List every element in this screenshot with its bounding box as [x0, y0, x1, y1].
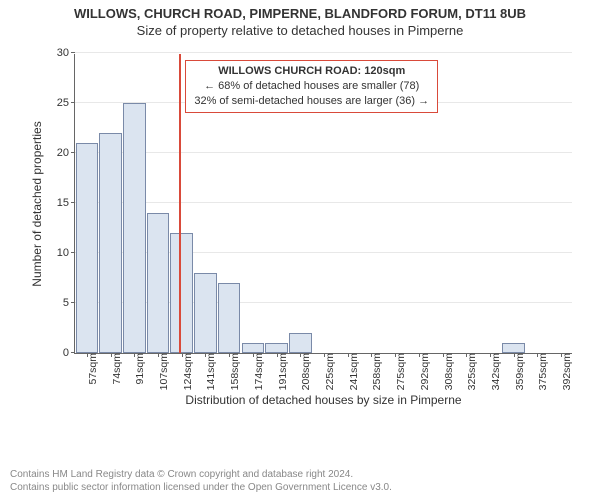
- footer-line-1: Contains HM Land Registry data © Crown c…: [10, 468, 392, 481]
- histogram-bar: [99, 133, 122, 353]
- x-tick-label: 174sqm: [251, 353, 265, 390]
- x-tick-label: 258sqm: [369, 353, 383, 390]
- histogram-bar: [123, 103, 146, 353]
- x-tick-label: 241sqm: [346, 353, 360, 390]
- x-tick-label: 124sqm: [180, 353, 194, 390]
- y-tick-label: 15: [57, 197, 75, 209]
- footer-line-2: Contains public sector information licen…: [10, 481, 392, 494]
- histogram-bar: [218, 283, 241, 353]
- x-tick-label: 141sqm: [203, 353, 217, 390]
- x-tick-label: 308sqm: [441, 353, 455, 390]
- gridline: [75, 202, 572, 203]
- x-tick-label: 292sqm: [417, 353, 431, 390]
- x-tick-label: 191sqm: [275, 353, 289, 390]
- x-tick-label: 91sqm: [132, 353, 146, 385]
- x-tick-label: 225sqm: [322, 353, 336, 390]
- x-tick-label: 74sqm: [109, 353, 123, 385]
- callout-larger: 32% of semi-detached houses are larger (…: [194, 94, 429, 109]
- histogram-bar: [265, 343, 288, 353]
- x-axis-label: Distribution of detached houses by size …: [185, 393, 461, 407]
- y-axis-label: Number of detached properties: [30, 121, 44, 286]
- plot-area: Number of detached properties Distributi…: [74, 54, 572, 354]
- callout-smaller: ← 68% of detached houses are smaller (78…: [194, 79, 429, 94]
- histogram-bar: [289, 333, 312, 353]
- footer-attribution: Contains HM Land Registry data © Crown c…: [10, 468, 392, 494]
- x-tick-label: 208sqm: [298, 353, 312, 390]
- x-tick-label: 325sqm: [464, 353, 478, 390]
- histogram-bar: [170, 233, 193, 353]
- x-tick-label: 375sqm: [535, 353, 549, 390]
- gridline: [75, 52, 572, 53]
- x-tick-label: 57sqm: [85, 353, 99, 385]
- histogram-bar: [194, 273, 217, 353]
- histogram-bar: [76, 143, 99, 353]
- chart-title-sub: Size of property relative to detached ho…: [0, 21, 600, 38]
- x-tick-label: 359sqm: [512, 353, 526, 390]
- histogram-bar: [147, 213, 170, 353]
- property-marker-line: [179, 54, 181, 353]
- histogram-bar: [242, 343, 265, 353]
- y-tick-label: 5: [63, 297, 75, 309]
- gridline: [75, 152, 572, 153]
- y-tick-label: 20: [57, 147, 75, 159]
- x-tick-label: 275sqm: [393, 353, 407, 390]
- x-tick-label: 158sqm: [227, 353, 241, 390]
- chart-title-main: WILLOWS, CHURCH ROAD, PIMPERNE, BLANDFOR…: [0, 0, 600, 21]
- y-tick-label: 0: [63, 347, 75, 359]
- x-tick-label: 342sqm: [488, 353, 502, 390]
- property-callout: WILLOWS CHURCH ROAD: 120sqm← 68% of deta…: [185, 60, 438, 113]
- histogram-bar: [502, 343, 525, 353]
- callout-title: WILLOWS CHURCH ROAD: 120sqm: [194, 64, 429, 79]
- y-tick-label: 30: [57, 47, 75, 59]
- y-tick-label: 10: [57, 247, 75, 259]
- y-tick-label: 25: [57, 97, 75, 109]
- chart-container: Number of detached properties Distributi…: [46, 46, 576, 406]
- x-tick-label: 392sqm: [559, 353, 573, 390]
- x-tick-label: 107sqm: [156, 353, 170, 390]
